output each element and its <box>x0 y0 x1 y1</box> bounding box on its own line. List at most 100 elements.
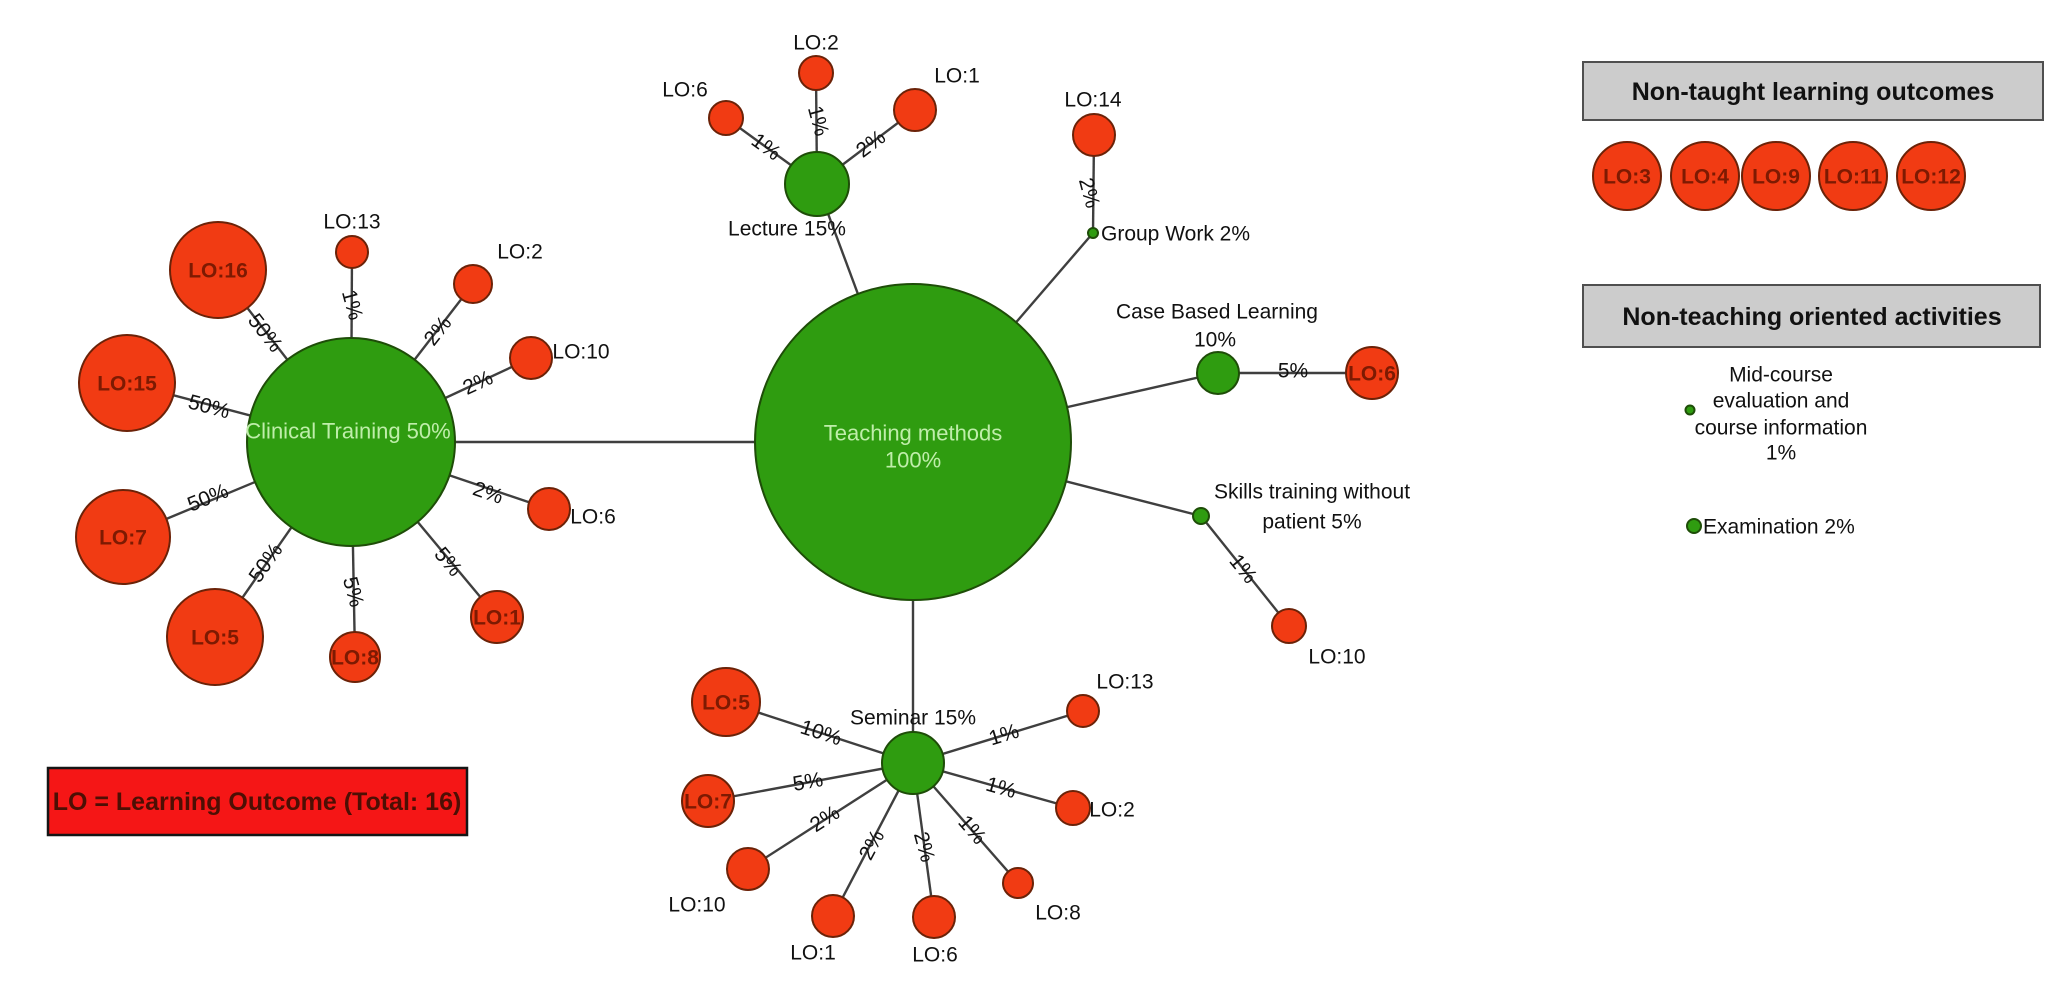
node-clinical-lo1 <box>470 590 524 644</box>
node-seminar-lo5 <box>691 667 761 737</box>
non-teaching-header-label: Non-teaching oriented activities <box>1622 303 2001 331</box>
node-seminar-lo10 <box>726 847 770 891</box>
seminar-node <box>881 731 945 795</box>
label-nontaught-lo3: LO:3 <box>1603 166 1651 189</box>
seminar-label: Seminar 15% <box>850 707 976 730</box>
pct-seminar-lo7: 5% <box>791 768 825 796</box>
label-lecture-lo6: LO:6 <box>662 79 708 102</box>
node-lecture-lo2 <box>798 55 834 91</box>
label-groupwork-lo14: LO:14 <box>1064 89 1122 112</box>
node-seminar-lo13 <box>1066 694 1100 728</box>
group-work-label: Group Work 2% <box>1101 223 1250 246</box>
non-teaching-panel: Non-teaching oriented activities Mid-cou… <box>1582 284 2041 539</box>
node-nontaught-lo4 <box>1670 141 1740 211</box>
midcourse-dot <box>1684 404 1696 416</box>
pct-clinical-lo15: 50% <box>186 390 233 423</box>
node-clinical-lo13 <box>335 235 369 269</box>
node-seminar-lo8 <box>1002 867 1034 899</box>
non-teaching-header-box <box>1582 284 2041 348</box>
pct-skills-lo10: 1% <box>1225 550 1262 588</box>
group-work-node <box>1087 227 1099 239</box>
lecture-label: Lecture 15% <box>728 218 846 241</box>
case-based-label-line1: Case Based Learning <box>1116 301 1318 324</box>
lecture-node <box>784 151 850 217</box>
pct-clinical-lo5: 50% <box>245 539 288 587</box>
label-clinical-lo2: LO:2 <box>497 241 543 264</box>
node-seminar-lo1 <box>811 894 855 938</box>
label-clinical-lo6: LO:6 <box>570 506 616 529</box>
node-clinical-lo2 <box>453 264 493 304</box>
midcourse-label-line2: evaluation and <box>1713 390 1850 413</box>
label-casebased-lo6: LO:6 <box>1348 363 1396 386</box>
label-nontaught-lo4: LO:4 <box>1681 166 1729 189</box>
label-clinical-lo7: LO:7 <box>99 527 147 550</box>
teaching-methods-label-line2: 100% <box>885 448 941 473</box>
case-based-label-line2: 10% <box>1194 329 1236 352</box>
non-taught-header-box <box>1582 61 2044 121</box>
node-seminar-lo2 <box>1055 790 1091 826</box>
node-nontaught-lo3 <box>1592 141 1662 211</box>
node-clinical-lo5 <box>166 588 264 686</box>
pct-seminar-lo6: 2% <box>909 829 939 864</box>
label-nontaught-lo12: LO:12 <box>1901 166 1961 189</box>
label-seminar-lo5: LO:5 <box>702 692 750 715</box>
label-clinical-lo8: LO:8 <box>331 647 379 670</box>
legend: LO = Learning Outcome (Total: 16) <box>46 766 469 837</box>
case-based-learning-node <box>1196 351 1240 395</box>
pct-clinical-lo6: 2% <box>470 477 506 509</box>
label-seminar-lo6: LO:6 <box>912 944 958 967</box>
node-nontaught-lo11 <box>1818 141 1888 211</box>
pct-seminar-lo5: 10% <box>797 716 844 751</box>
legend-label: LO = Learning Outcome (Total: 16) <box>53 788 462 816</box>
label-skills-lo10: LO:10 <box>1308 646 1365 669</box>
label-nontaught-lo9: LO:9 <box>1752 166 1800 189</box>
midcourse-label-line1: Mid-course <box>1729 364 1833 387</box>
pct-seminar-lo10: 2% <box>806 801 844 837</box>
edge-seminar-lo7 <box>707 761 914 803</box>
midcourse-label-line4: 1% <box>1766 442 1796 465</box>
pct-clinical-lo10: 2% <box>459 366 496 400</box>
pct-seminar-lo13: 1% <box>986 720 1022 751</box>
label-seminar-lo13: LO:13 <box>1096 671 1153 694</box>
clinical-training-label: Clinical Training 50% <box>245 419 450 444</box>
label-seminar-lo2: LO:2 <box>1089 799 1135 822</box>
label-seminar-lo8: LO:8 <box>1035 902 1081 925</box>
node-casebased-lo6 <box>1345 346 1399 400</box>
label-clinical-lo1: LO:1 <box>473 607 521 630</box>
label-seminar-lo7: LO:7 <box>684 791 732 814</box>
pct-clinical-lo13: 1% <box>337 287 367 322</box>
label-clinical-lo5: LO:5 <box>191 627 239 650</box>
skills-label-line1: Skills training without <box>1214 481 1410 504</box>
node-groupwork-lo14 <box>1072 113 1116 157</box>
pct-seminar-lo1: 2% <box>855 826 890 864</box>
node-clinical-lo7 <box>75 489 171 585</box>
legend-box <box>46 766 469 837</box>
clinical-training-node <box>246 337 456 547</box>
node-seminar-lo6 <box>912 895 956 939</box>
skills-training-node <box>1192 507 1210 525</box>
label-clinical-lo15: LO:15 <box>97 373 157 396</box>
label-lecture-lo1: LO:1 <box>934 65 980 88</box>
node-clinical-lo15 <box>78 334 176 432</box>
label-nontaught-lo11: LO:11 <box>1824 166 1883 189</box>
label-clinical-lo13: LO:13 <box>323 211 380 234</box>
edge-seminar-lo10 <box>747 761 914 871</box>
nodes <box>75 55 1399 939</box>
node-clinical-lo16 <box>169 221 267 319</box>
pct-clinical-lo8: 5% <box>338 574 368 609</box>
node-lecture-lo6 <box>708 100 744 136</box>
node-lecture-lo1 <box>893 88 937 132</box>
label-clinical-lo16: LO:16 <box>188 260 248 283</box>
label-lecture-lo2: LO:2 <box>793 32 839 55</box>
pct-clinical-lo7: 50% <box>184 479 232 516</box>
labels: Teaching methods 100% Clinical Training … <box>97 32 1410 967</box>
pct-casebased-lo6: 5% <box>1278 360 1308 383</box>
non-taught-header-label: Non-taught learning outcomes <box>1632 78 1995 106</box>
node-clinical-lo10 <box>509 336 553 380</box>
node-clinical-lo6 <box>527 487 571 531</box>
skills-label-line2: patient 5% <box>1262 511 1361 534</box>
pct-lecture-lo2: 1% <box>803 103 833 138</box>
non-taught-panel: Non-taught learning outcomes LO:3 LO:4 L… <box>1582 61 2044 211</box>
